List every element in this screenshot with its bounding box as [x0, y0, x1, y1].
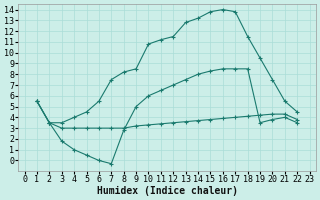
X-axis label: Humidex (Indice chaleur): Humidex (Indice chaleur) — [97, 186, 237, 196]
